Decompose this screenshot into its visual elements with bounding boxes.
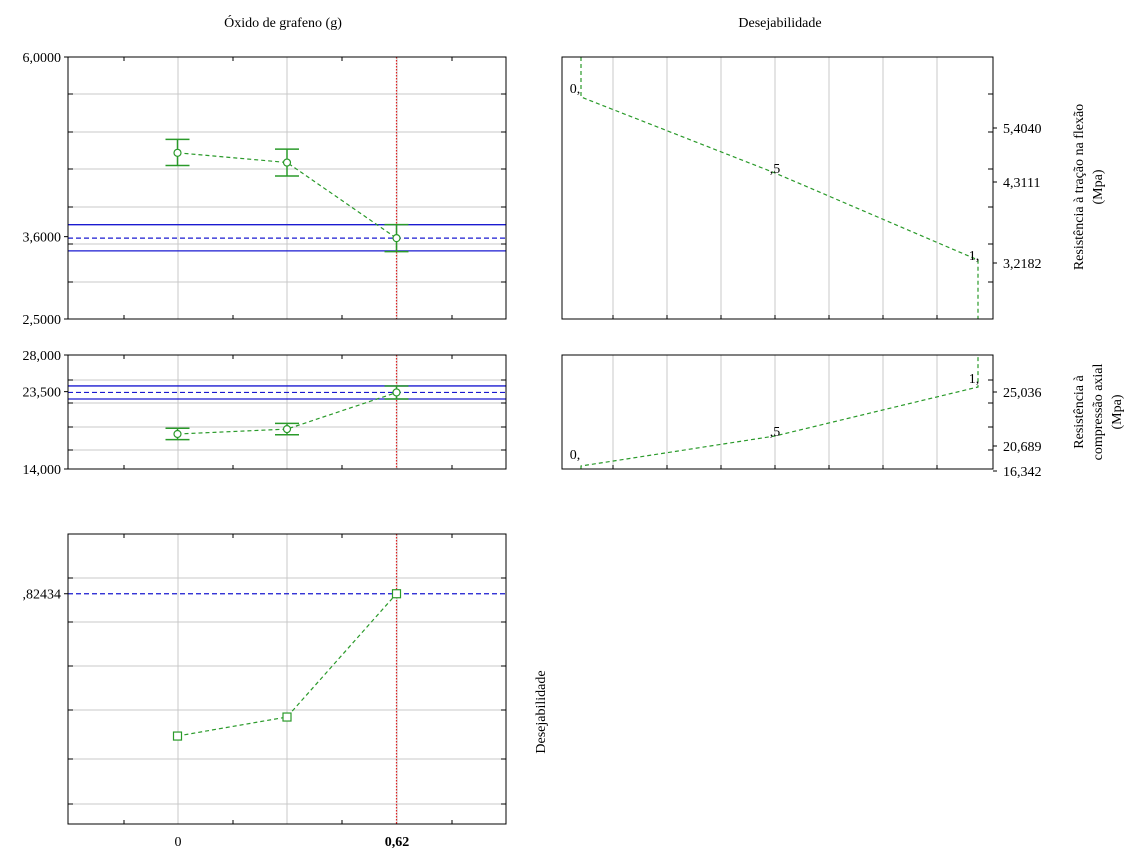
flexural-plot-frame [67, 56, 507, 320]
compressive-desirability-plot-frame [561, 354, 994, 470]
overall-desirability-profile-panel: ,82434 [23, 533, 507, 825]
flexural-y-tick-label: 2,5000 [23, 313, 62, 328]
desirability-ylabel: Desejabilidade [534, 670, 549, 753]
flexural-desirability-plot-frame [561, 56, 994, 320]
compressive-desirability-level-label: 1, [969, 372, 980, 387]
flexural-desirability-level-label: 0, [570, 82, 581, 97]
flexural-ylabel-line-2: (Mpa) [1091, 169, 1106, 204]
compressive-y-tick-label: 23,500 [23, 386, 62, 401]
flexural-desirability-y-tick-label: 3,2182 [1003, 257, 1042, 272]
factor-header: Óxido de grafeno (g) [224, 14, 342, 31]
x-tick-label-0: 0 [175, 835, 182, 850]
desirability-header: Desejabilidade [738, 16, 821, 31]
flexural-desirability-level-label: ,5 [770, 162, 781, 177]
flexural-strength-profile-panel: 6,0000 3,6000 2,5000 [23, 51, 507, 328]
x-tick-label-current: 0,62 [385, 835, 410, 850]
flexural-profile-line [177, 152, 397, 239]
compressive-data-point [392, 388, 401, 397]
flexural-y-tick-label: 3,6000 [23, 231, 62, 246]
compressive-data-point [282, 425, 292, 434]
compressive-strength-profile-panel: 28,000 23,500 14,000 [23, 349, 507, 478]
flexural-desirability-y-tick-label: 4,3111 [1003, 176, 1040, 191]
compressive-desirability-function-panel: 0, ,5 1, 25,036 20,689 16,342 [561, 354, 1042, 480]
flexural-desirability-function-panel: 1, ,5 0, 5,4040 4,3111 3,2182 [561, 56, 1042, 320]
desirability-data-point [172, 731, 183, 741]
flexural-ylabel-line-1: Resistência à tração na flexão [1072, 104, 1087, 270]
compressive-data-point [173, 429, 182, 439]
desirability-data-point [391, 589, 402, 599]
compressive-desirability-level-label: 0, [570, 448, 581, 463]
compressive-ylabel-line-1: Resistência à [1072, 374, 1087, 448]
compressive-desirability-y-tick-label: 25,036 [1003, 386, 1042, 401]
compressive-y-tick-label: 14,000 [23, 463, 62, 478]
compressive-ylabel-line-3: (Mpa) [1110, 394, 1125, 429]
desirability-data-point [282, 712, 292, 722]
flexural-data-point [173, 148, 182, 157]
flexural-desirability-function-line [580, 57, 979, 319]
compressive-desirability-level-label: ,5 [770, 425, 781, 440]
desirability-profile-line [177, 593, 397, 737]
compressive-profile-line [177, 391, 397, 435]
compressive-desirability-function-line [580, 355, 979, 469]
compressive-desirability-y-tick-label: 16,342 [1003, 465, 1042, 480]
compressive-plot-frame [67, 354, 507, 470]
flexural-desirability-y-tick-label: 5,4040 [1003, 122, 1042, 137]
flexural-data-point [392, 234, 401, 243]
desirability-plot-frame [67, 533, 507, 825]
desirability-y-tick-label: ,82434 [23, 588, 62, 603]
compressive-y-tick-label: 28,000 [23, 349, 62, 364]
compressive-ylabel-line-2: compressão axial [1091, 363, 1106, 460]
flexural-y-tick-label: 6,0000 [23, 51, 62, 66]
compressive-desirability-y-tick-label: 20,689 [1003, 440, 1042, 455]
flexural-desirability-level-label: 1, [969, 249, 980, 264]
flexural-data-point [282, 158, 292, 167]
